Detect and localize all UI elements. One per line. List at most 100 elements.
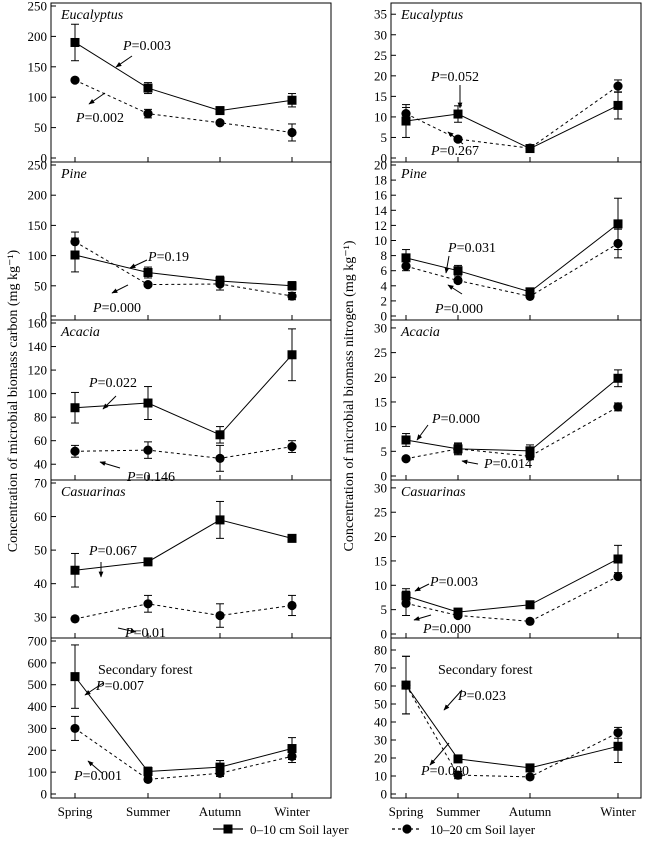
y-tick-label: 10 <box>374 109 387 124</box>
data-point-square <box>453 754 463 764</box>
y-tick-label: 60 <box>374 679 387 694</box>
y-tick-label: 40 <box>34 576 47 591</box>
data-point-square <box>70 672 80 682</box>
p-value-label: P=0.000 <box>420 764 469 779</box>
p-value-arrow <box>461 459 479 465</box>
data-point-square <box>143 557 153 567</box>
data-point-circle <box>215 118 225 128</box>
data-point-circle <box>525 291 535 301</box>
data-point-square <box>453 266 463 276</box>
panel-frame <box>390 479 642 639</box>
y-tick-label: 0 <box>41 151 48 166</box>
y-axis-label-carbon: Concentration of microbial biomass carbo… <box>6 249 21 552</box>
data-point-square <box>613 741 623 751</box>
chart-panels: 050100150200250EucalyptusP=0.003P=0.0020… <box>28 0 642 819</box>
data-point-square <box>143 766 153 776</box>
y-tick-label: 0 <box>381 787 388 802</box>
data-point-circle <box>613 571 623 582</box>
series-10-20-line <box>74 446 293 459</box>
data-point-circle <box>215 453 225 463</box>
data-point-circle <box>143 109 153 119</box>
data-point-circle <box>613 81 623 91</box>
y-tick-label: 300 <box>28 721 48 736</box>
y-tick-label: 25 <box>374 48 387 63</box>
p-value-label: P=0.003 <box>122 39 171 54</box>
p-value-arrow <box>447 131 464 145</box>
panel-3-carbon-acacia-group: 40 60 80 100 120 140 160 Acacia P=0.022 P=0.146 <box>28 316 332 485</box>
y-tick-label: 15 <box>374 89 387 104</box>
data-point-circle <box>613 402 623 412</box>
data-point-circle <box>525 451 535 461</box>
series-10-20-line <box>405 576 619 622</box>
y-tick-label: 12 <box>374 218 387 233</box>
x-tick-label-winter: Winter <box>274 804 310 819</box>
p-value-arrow <box>447 284 463 295</box>
p-value-label: P=0.052 <box>430 70 479 85</box>
p-value-arrow <box>429 742 450 766</box>
y-tick-label: 5 <box>381 130 388 145</box>
data-point-square <box>143 268 153 278</box>
y-tick-label: 6 <box>381 263 388 278</box>
y-tick-label: 20 <box>374 529 387 544</box>
data-point-circle <box>215 610 225 621</box>
data-point-square <box>453 109 463 119</box>
y-tick-label: 150 <box>28 59 48 74</box>
data-point-circle <box>401 109 411 119</box>
data-point-circle <box>401 598 411 608</box>
x-tick-label-spring: Spring <box>389 804 424 819</box>
p-value-label: P=0.146 <box>126 470 175 485</box>
data-point-circle <box>70 723 80 734</box>
panel-frame <box>390 2 642 163</box>
p-value-label: P=0.002 <box>75 111 124 126</box>
data-point-circle <box>70 614 80 624</box>
p-value-arrow <box>102 395 117 410</box>
p-value-arrow <box>414 583 430 592</box>
x-tick-label-summer: Summer <box>126 804 171 819</box>
data-point-square <box>70 565 80 575</box>
data-point-square <box>525 446 535 456</box>
panel-2-carbon-pine-group: 0 50 100 150 200 250 Pine P=0.19 P=0.000 <box>28 158 332 324</box>
y-tick-label: 500 <box>28 677 48 692</box>
legend-square-marker <box>223 824 233 834</box>
data-point-circle <box>613 728 623 738</box>
y-tick-label: 18 <box>374 173 387 188</box>
p-value-label: P=0.001 <box>73 769 122 784</box>
y-tick-label: 20 <box>374 158 387 173</box>
p-value-label: P=0.023 <box>457 689 506 704</box>
y-tick-label: 20 <box>374 751 387 766</box>
data-point-circle <box>143 774 153 784</box>
y-tick-label: 30 <box>374 733 387 748</box>
y-tick-label: 600 <box>28 655 48 670</box>
data-point-circle <box>215 768 225 778</box>
panel-frame <box>50 2 332 163</box>
y-tick-label: 10 <box>374 578 387 593</box>
series-0-10-line <box>74 42 293 112</box>
y-tick-label: 30 <box>374 320 387 335</box>
y-tick-label: 0 <box>41 309 48 324</box>
y-tick-label: 400 <box>28 699 48 714</box>
data-point-circle <box>525 772 535 782</box>
panel-10-nitrogen-secondary-forest-group: 0 10 20 30 40 50 60 70 80 Secondary forest P=0.023… <box>374 637 642 802</box>
data-point-square <box>525 763 535 773</box>
panel-title: Secondary forest <box>438 663 533 678</box>
data-point-circle <box>287 600 297 611</box>
p-value-arrow <box>115 55 133 68</box>
series-0-10-line <box>405 104 619 150</box>
y-tick-label: 70 <box>34 476 47 491</box>
x-tick-label-spring: Spring <box>58 804 93 819</box>
data-point-circle <box>287 127 297 138</box>
y-tick-label: 100 <box>28 90 48 105</box>
y-tick-label: 200 <box>28 29 48 44</box>
y-tick-label: 0 <box>41 787 48 802</box>
y-tick-label: 40 <box>34 457 47 472</box>
p-value-arrow <box>117 627 137 634</box>
y-axis-label-nitrogen: Concentration of microbial biomass nitro… <box>342 240 357 551</box>
data-point-square <box>70 250 80 260</box>
data-point-circle <box>143 599 153 609</box>
series-0-10-line <box>405 377 619 452</box>
p-value-arrow <box>416 424 429 441</box>
data-point-circle <box>215 279 225 289</box>
y-tick-label: 250 <box>28 0 48 14</box>
series-10-20-line <box>74 728 293 780</box>
p-value-label: P=0.000 <box>422 622 471 637</box>
